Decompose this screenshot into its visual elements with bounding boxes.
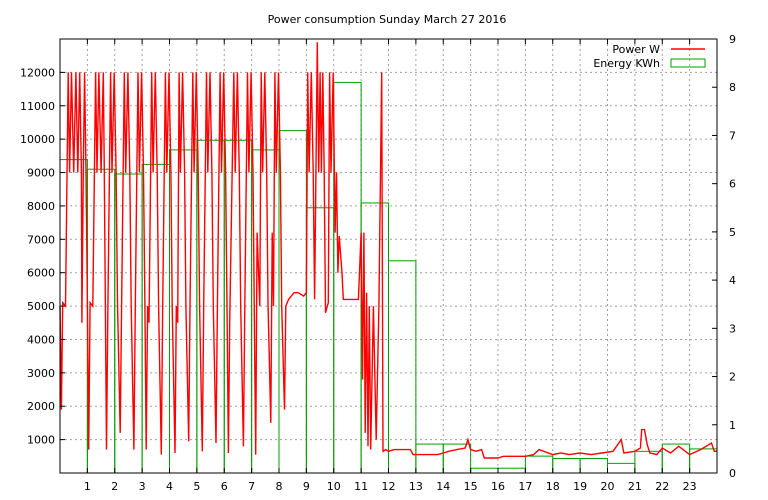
y-left-tick-label: 2000	[27, 400, 55, 413]
energy-bar	[86, 168, 116, 474]
y-left-tick-label: 4000	[27, 333, 55, 346]
energy-bar	[497, 467, 526, 474]
x-tick-label: 7	[248, 480, 255, 493]
energy-bar	[442, 443, 472, 474]
x-tick-label: 8	[276, 480, 283, 493]
y-left-tick-label: 9000	[27, 167, 55, 180]
energy-bar	[333, 81, 362, 474]
energy-bar	[415, 443, 444, 474]
y-left-tick-label: 1000	[27, 434, 55, 447]
power-series	[59, 42, 717, 459]
energy-bar	[470, 467, 499, 474]
y-left-tick-label: 8000	[27, 200, 55, 213]
energy-bar	[278, 130, 307, 474]
x-tick-label: 19	[573, 480, 587, 493]
energy-bar	[607, 462, 636, 474]
x-tick-label: 4	[166, 480, 173, 493]
energy-bar	[388, 260, 417, 474]
y-left-tick-label: 11000	[20, 100, 55, 113]
x-tick-label: 22	[655, 480, 669, 493]
y-right-tick-label: 7	[729, 129, 736, 142]
plot-frame	[59, 38, 718, 474]
y-left-tick-label: 7000	[27, 233, 55, 246]
legend-swatch-energy	[670, 58, 706, 68]
x-tick-label: 20	[601, 480, 615, 493]
y-right-tick-label: 6	[729, 178, 736, 191]
energy-bar	[305, 207, 335, 474]
x-tick-label: 11	[354, 480, 368, 493]
x-tick-label: 9	[303, 480, 310, 493]
x-tick-label: 5	[193, 480, 200, 493]
y-left-tick-label: 12000	[20, 66, 55, 79]
x-tick-label: 17	[518, 480, 532, 493]
energy-bar	[169, 149, 198, 474]
energy-bar	[634, 450, 663, 474]
x-tick-label: 10	[327, 480, 341, 493]
y-left-tick-label: 3000	[27, 367, 55, 380]
x-tick-label: 12	[382, 480, 396, 493]
y-left-tick-label: 6000	[27, 267, 55, 280]
energy-bar	[579, 458, 608, 474]
x-tick-label: 3	[139, 480, 146, 493]
x-tick-label: 18	[546, 480, 560, 493]
axis-ticks: 1 2 3 4 5 6 7 8 9 10 11 12 13 14 15 16 17 18 19 20 21 22 23100…	[20, 33, 736, 493]
y-left-tick-label: 5000	[27, 300, 55, 313]
x-tick-label: 14	[436, 480, 450, 493]
legend-label-energy: Energy KWh	[593, 57, 660, 70]
legend-label-power: Power W	[612, 43, 660, 56]
x-tick-label: 16	[491, 480, 505, 493]
y-right-tick-label: 5	[729, 226, 736, 239]
x-tick-label: 13	[409, 480, 423, 493]
energy-bar	[524, 455, 554, 474]
x-tick-label: 2	[111, 480, 118, 493]
energy-bar	[114, 173, 143, 474]
x-tick-label: 6	[221, 480, 228, 493]
x-tick-label: 23	[683, 480, 697, 493]
energy-bar	[196, 139, 225, 474]
x-tick-label: 21	[628, 480, 642, 493]
y-right-tick-label: 1	[729, 419, 736, 432]
y-right-tick-label: 0	[729, 467, 736, 480]
y-right-tick-label: 2	[729, 371, 736, 384]
y-right-tick-label: 4	[729, 274, 736, 287]
chart-title: Power consumption Sunday March 27 2016	[268, 13, 507, 26]
y-right-tick-label: 3	[729, 322, 736, 335]
y-right-tick-label: 9	[729, 33, 736, 46]
y-left-tick-label: 10000	[20, 133, 55, 146]
y-right-tick-label: 8	[729, 81, 736, 94]
energy-bar	[552, 458, 581, 474]
x-tick-label: 1	[84, 480, 91, 493]
x-tick-label: 15	[464, 480, 478, 493]
power-line	[59, 42, 717, 459]
